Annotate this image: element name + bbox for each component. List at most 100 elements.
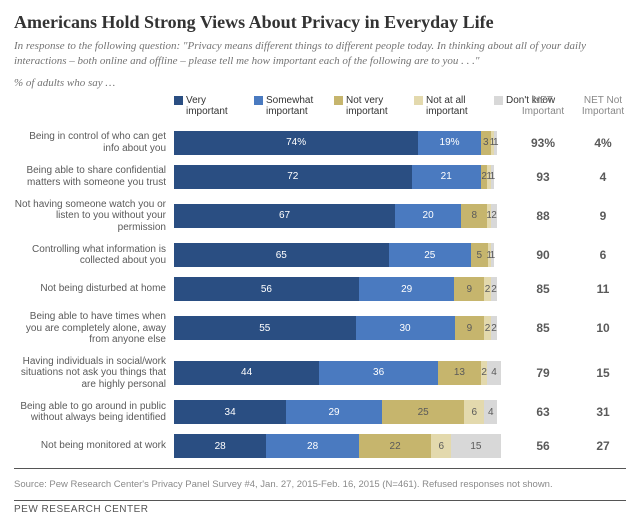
chart-row: Being able to have times when you are co… bbox=[14, 311, 626, 346]
row-label: Being able to have times when you are co… bbox=[14, 311, 174, 346]
row-label: Being in control of who can get info abo… bbox=[14, 131, 174, 154]
bar-segment: 6 bbox=[464, 400, 484, 424]
segment-value: 67 bbox=[279, 210, 290, 221]
segment-value: 6 bbox=[438, 441, 444, 452]
legend-label: Somewhat important bbox=[266, 95, 326, 117]
pct-adults-label: % of adults who say … bbox=[14, 77, 626, 89]
segment-value: 6 bbox=[471, 407, 477, 418]
segment-value: 19% bbox=[440, 137, 460, 148]
bar-segment: 65 bbox=[174, 243, 389, 267]
legend-item: Somewhat important bbox=[254, 95, 326, 117]
chart-title: Americans Hold Strong Views About Privac… bbox=[14, 12, 626, 33]
segment-value: 30 bbox=[399, 323, 410, 334]
segment-value: 2 bbox=[491, 323, 497, 334]
segment-value: 2 bbox=[491, 210, 497, 221]
segment-value: 2 bbox=[485, 284, 491, 295]
chart-row: Being able to share confidential matters… bbox=[14, 165, 626, 189]
bar-segment: 34 bbox=[174, 400, 286, 424]
bar-segment: 25 bbox=[382, 400, 465, 424]
legend-label: Not at all important bbox=[426, 95, 486, 117]
net-not-important-value: 4 bbox=[580, 170, 626, 184]
segment-value: 25 bbox=[418, 407, 429, 418]
bar-stack: 6720812 bbox=[174, 204, 504, 228]
segment-value: 21 bbox=[441, 171, 452, 182]
chart-row: Not being disturbed at home 56 29 9 22 85 11 bbox=[14, 277, 626, 301]
row-label: Not being disturbed at home bbox=[14, 283, 174, 295]
segment-value: 72 bbox=[287, 171, 298, 182]
chart-body: Being in control of who can get info abo… bbox=[14, 131, 626, 459]
bar-stack: 6525511 bbox=[174, 243, 504, 267]
source-note: Source: Pew Research Center's Privacy Pa… bbox=[14, 479, 626, 490]
bar-segment: 29 bbox=[359, 277, 455, 301]
net-not-important-value: 6 bbox=[580, 248, 626, 262]
net-important-value: 88 bbox=[520, 209, 566, 223]
segment-value: 2 bbox=[485, 323, 491, 334]
bar-segment: 21 bbox=[412, 165, 481, 189]
net-important-value: 79 bbox=[520, 366, 566, 380]
net-cells: 5627 bbox=[520, 439, 626, 453]
bar-segment: 2 bbox=[491, 204, 498, 228]
net-cells: 889 bbox=[520, 209, 626, 223]
bar-segment: 2 bbox=[491, 316, 498, 340]
bar-segment: 9 bbox=[455, 316, 485, 340]
segment-value: 9 bbox=[467, 284, 473, 295]
net-not-important-value: 11 bbox=[580, 282, 626, 296]
net-cells: 7915 bbox=[520, 366, 626, 380]
bar-segment: 28 bbox=[266, 434, 358, 458]
legend-label: Not very important bbox=[346, 95, 406, 117]
bar-segment: 36 bbox=[319, 361, 438, 385]
bar-stack: 34292564 bbox=[174, 400, 504, 424]
bar-segment: 67 bbox=[174, 204, 395, 228]
legend-item: Very important bbox=[174, 95, 246, 117]
segment-value: 56 bbox=[261, 284, 272, 295]
segment-value: 28 bbox=[307, 441, 318, 452]
net-important-value: 90 bbox=[520, 248, 566, 262]
bar-segment: 74% bbox=[174, 131, 418, 155]
net-important-header: NET Important bbox=[520, 95, 566, 117]
segment-value: 3 bbox=[483, 137, 489, 148]
row-label: Having individuals in social/work situat… bbox=[14, 356, 174, 391]
legend-swatch bbox=[334, 96, 343, 105]
net-cells: 934 bbox=[520, 170, 626, 184]
row-label: Being able to share confidential matters… bbox=[14, 165, 174, 188]
net-important-value: 93% bbox=[520, 136, 566, 150]
bar-segment: 6 bbox=[431, 434, 451, 458]
segment-value: 25 bbox=[424, 250, 435, 261]
segment-value: 15 bbox=[470, 441, 481, 452]
bar-segment: 25 bbox=[389, 243, 472, 267]
net-not-important-header: NET Not Important bbox=[580, 95, 626, 117]
segment-value: 29 bbox=[401, 284, 412, 295]
segment-value: 9 bbox=[467, 323, 473, 334]
bar-segment: 20 bbox=[395, 204, 461, 228]
bar-segment: 1 bbox=[494, 131, 497, 155]
legend-swatch bbox=[494, 96, 503, 105]
legend-swatch bbox=[414, 96, 423, 105]
bar-segment: 55 bbox=[174, 316, 356, 340]
bar-segment: 1 bbox=[491, 165, 494, 189]
legend-swatch bbox=[254, 96, 263, 105]
net-not-important-value: 27 bbox=[580, 439, 626, 453]
bar-segment: 2 bbox=[481, 361, 488, 385]
row-label: Controlling what information is collecte… bbox=[14, 244, 174, 267]
bar-segment: 72 bbox=[174, 165, 412, 189]
segment-value: 22 bbox=[390, 441, 401, 452]
bar-stack: 56 29 9 22 bbox=[174, 277, 504, 301]
segment-value: 74% bbox=[286, 137, 306, 148]
chart-row: Not having someone watch you or listen t… bbox=[14, 199, 626, 234]
row-label: Not having someone watch you or listen t… bbox=[14, 199, 174, 234]
bar-stack: 55 30 9 22 bbox=[174, 316, 504, 340]
row-label: Being able to go around in public withou… bbox=[14, 401, 174, 424]
net-cells: 93%4% bbox=[520, 136, 626, 150]
segment-value: 28 bbox=[215, 441, 226, 452]
bar-stack: 44361324 bbox=[174, 361, 504, 385]
bar-segment: 19% bbox=[418, 131, 481, 155]
net-important-value: 85 bbox=[520, 282, 566, 296]
net-cells: 85 11 bbox=[520, 282, 626, 296]
segment-value: 20 bbox=[423, 210, 434, 221]
bar-segment: 4 bbox=[484, 400, 497, 424]
legend-item: Not at all important bbox=[414, 95, 486, 117]
segment-value: 44 bbox=[241, 367, 252, 378]
segment-value: 4 bbox=[491, 367, 497, 378]
segment-value: 2 bbox=[491, 284, 497, 295]
bar-segment: 5 bbox=[471, 243, 488, 267]
